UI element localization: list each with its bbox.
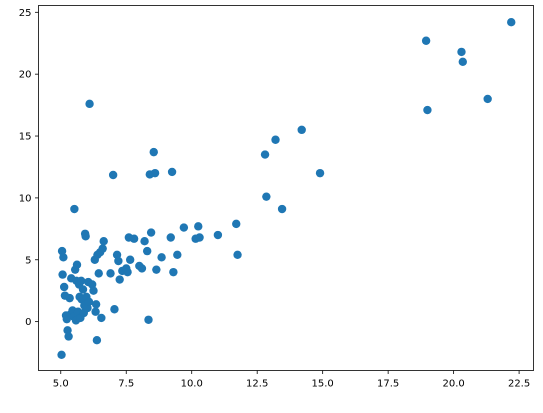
data-point-66	[146, 228, 156, 237]
y-tick-label-2: 10	[19, 193, 32, 204]
data-point-72	[167, 167, 177, 177]
data-point-50	[110, 305, 119, 314]
data-point-47	[99, 237, 108, 246]
data-point-46	[98, 244, 107, 253]
data-point-53	[115, 275, 124, 284]
x-axis-ticks: 5.0 7.5 10.0 12.5 15.0 17.5 20.0 22.5	[53, 370, 530, 390]
data-point-84	[271, 135, 280, 144]
data-point-30	[81, 232, 90, 241]
data-point-40	[91, 300, 101, 309]
axes	[38, 5, 534, 371]
data-point-56	[123, 267, 132, 277]
data-points	[57, 18, 516, 359]
data-point-80	[232, 219, 241, 229]
data-point-43	[94, 269, 103, 278]
data-point-62	[140, 237, 149, 246]
data-point-71	[166, 233, 175, 242]
data-point-0	[57, 350, 66, 359]
x-tick-label-5: 17.5	[377, 379, 399, 390]
data-point-78	[195, 233, 204, 242]
data-point-19	[72, 260, 82, 269]
data-point-15	[70, 204, 79, 214]
data-point-8	[63, 326, 72, 335]
data-point-83	[262, 192, 271, 201]
data-point-37	[89, 286, 98, 295]
data-point-92	[483, 94, 492, 104]
data-point-85	[277, 204, 287, 214]
x-tick-label-7: 22.5	[508, 379, 530, 390]
data-point-52	[114, 256, 123, 266]
data-point-9	[64, 332, 73, 341]
data-point-61	[137, 264, 147, 273]
data-point-49	[108, 170, 118, 180]
data-point-26	[78, 285, 88, 294]
plot-area	[38, 5, 534, 371]
x-tick-label-4: 15.0	[312, 379, 334, 390]
x-tick-label-1: 7.5	[118, 379, 134, 390]
data-point-39	[91, 307, 100, 316]
data-point-91	[458, 57, 467, 66]
data-point-89	[423, 105, 432, 115]
data-point-87	[315, 168, 325, 178]
data-point-67	[149, 147, 158, 157]
data-point-2	[58, 270, 67, 279]
x-tick-label-3: 12.5	[246, 379, 268, 390]
data-point-68	[150, 168, 160, 178]
data-point-75	[179, 223, 189, 232]
data-point-24	[76, 276, 86, 285]
y-axis-ticks: 0 5 10 15 20 25	[19, 8, 39, 328]
y-tick-label-4: 20	[19, 70, 32, 81]
data-point-34	[84, 297, 94, 307]
data-point-59	[129, 234, 139, 243]
plot-background	[38, 5, 534, 371]
data-point-35	[85, 99, 94, 109]
data-point-10	[65, 293, 74, 303]
x-tick-label-6: 20.0	[442, 379, 464, 390]
y-tick-label-5: 25	[19, 8, 32, 19]
data-point-58	[125, 255, 135, 264]
y-tick-label-0: 0	[25, 317, 31, 328]
data-point-70	[157, 253, 166, 262]
data-point-79	[213, 230, 223, 240]
data-point-81	[233, 250, 242, 260]
data-point-45	[97, 313, 106, 323]
data-point-4	[59, 282, 69, 292]
data-point-77	[194, 222, 203, 231]
y-tick-label-1: 5	[25, 255, 31, 266]
data-point-93	[507, 18, 516, 27]
data-point-69	[152, 265, 161, 274]
x-tick-label-0: 5.0	[53, 379, 69, 390]
data-point-48	[106, 269, 115, 278]
data-point-3	[59, 253, 68, 262]
data-point-90	[457, 47, 466, 57]
data-point-41	[92, 335, 102, 345]
data-point-82	[260, 150, 270, 159]
x-tick-label-2: 10.0	[181, 379, 203, 390]
axes-frame	[38, 5, 534, 371]
data-point-86	[297, 125, 306, 135]
y-tick-label-3: 15	[19, 132, 32, 143]
data-point-64	[144, 315, 153, 324]
data-point-63	[142, 246, 152, 256]
data-point-74	[173, 250, 182, 260]
data-point-73	[169, 267, 178, 277]
data-point-88	[421, 36, 431, 45]
